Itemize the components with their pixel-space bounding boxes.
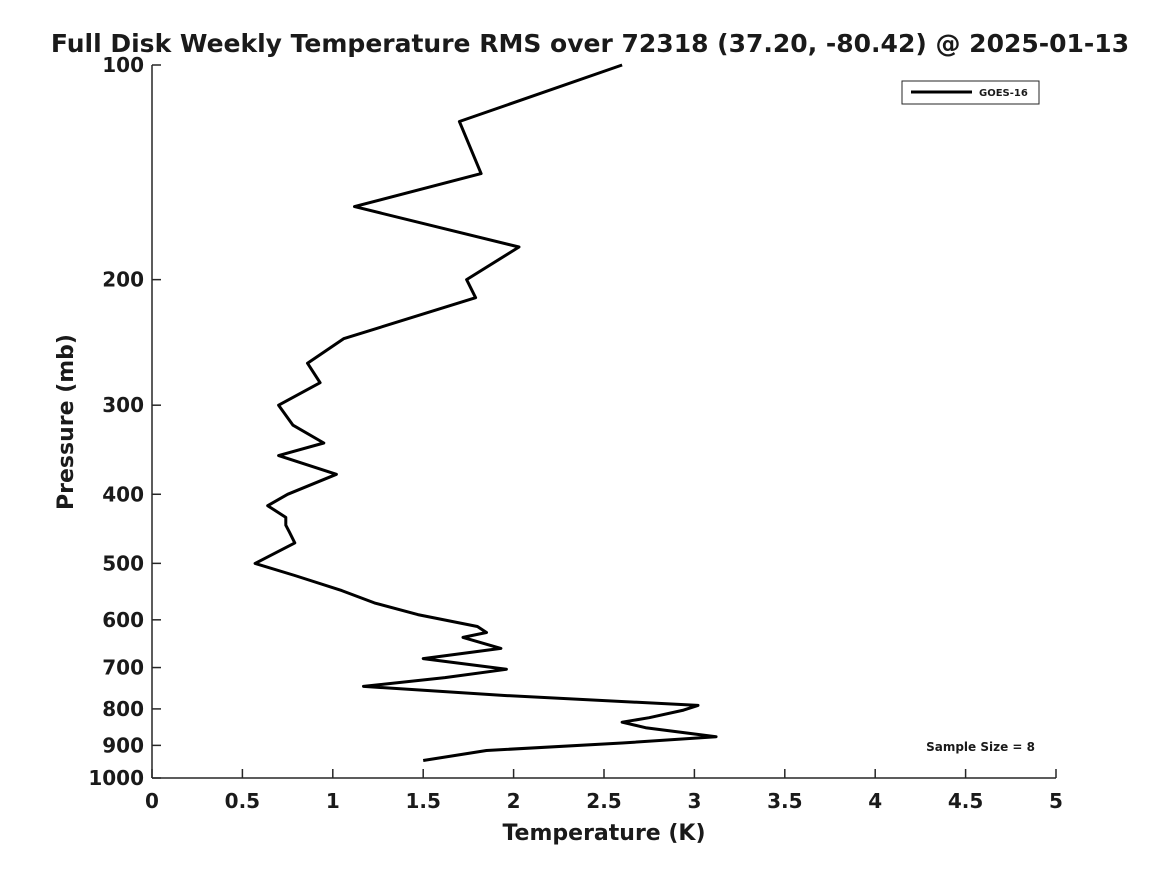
plot-area: 0 0.5 1 1.5 2 2.5 3 3.5 4 4.5 5 100 200 300 400 500 600… <box>88 53 1063 813</box>
x-tick-label: 3.5 <box>767 789 802 813</box>
x-tick-label: 0 <box>145 789 159 813</box>
y-tick-label: 500 <box>102 551 144 575</box>
y-tick-label: 100 <box>102 53 144 77</box>
x-tick-label: 5 <box>1049 789 1063 813</box>
x-tick-label: 4.5 <box>948 789 983 813</box>
chart-title: Full Disk Weekly Temperature RMS over 72… <box>51 29 1129 58</box>
y-tick-label: 300 <box>102 393 144 417</box>
legend: GOES-16 <box>901 80 1040 105</box>
y-tick-label: 800 <box>102 697 144 721</box>
x-tick-label: 1.5 <box>405 789 440 813</box>
x-axis-label: Temperature (K) <box>502 821 705 846</box>
y-axis-label: Pressure (mb) <box>54 334 79 510</box>
goes-16-series-line <box>253 63 718 762</box>
x-tick-label: 4 <box>868 789 882 813</box>
y-tick-label: 700 <box>102 656 144 680</box>
y-tick-label: 400 <box>102 482 144 506</box>
x-tick-label: 3 <box>687 789 701 813</box>
x-ticks: 0 0.5 1 1.5 2 2.5 3 3.5 4 4.5 5 <box>145 769 1063 813</box>
y-tick-label: 1000 <box>88 766 144 790</box>
y-tick-label: 200 <box>102 268 144 292</box>
sample-size-annotation: Sample Size = 8 <box>926 740 1035 754</box>
y-tick-label: 600 <box>102 608 144 632</box>
x-tick-label: 2.5 <box>586 789 621 813</box>
legend-label: GOES-16 <box>979 88 1028 99</box>
y-ticks: 100 200 300 400 500 600 700 800 900 1000 <box>88 53 161 790</box>
x-tick-label: 1 <box>326 789 340 813</box>
x-tick-label: 2 <box>507 789 521 813</box>
y-tick-label: 900 <box>102 733 144 757</box>
x-tick-label: 0.5 <box>225 789 260 813</box>
